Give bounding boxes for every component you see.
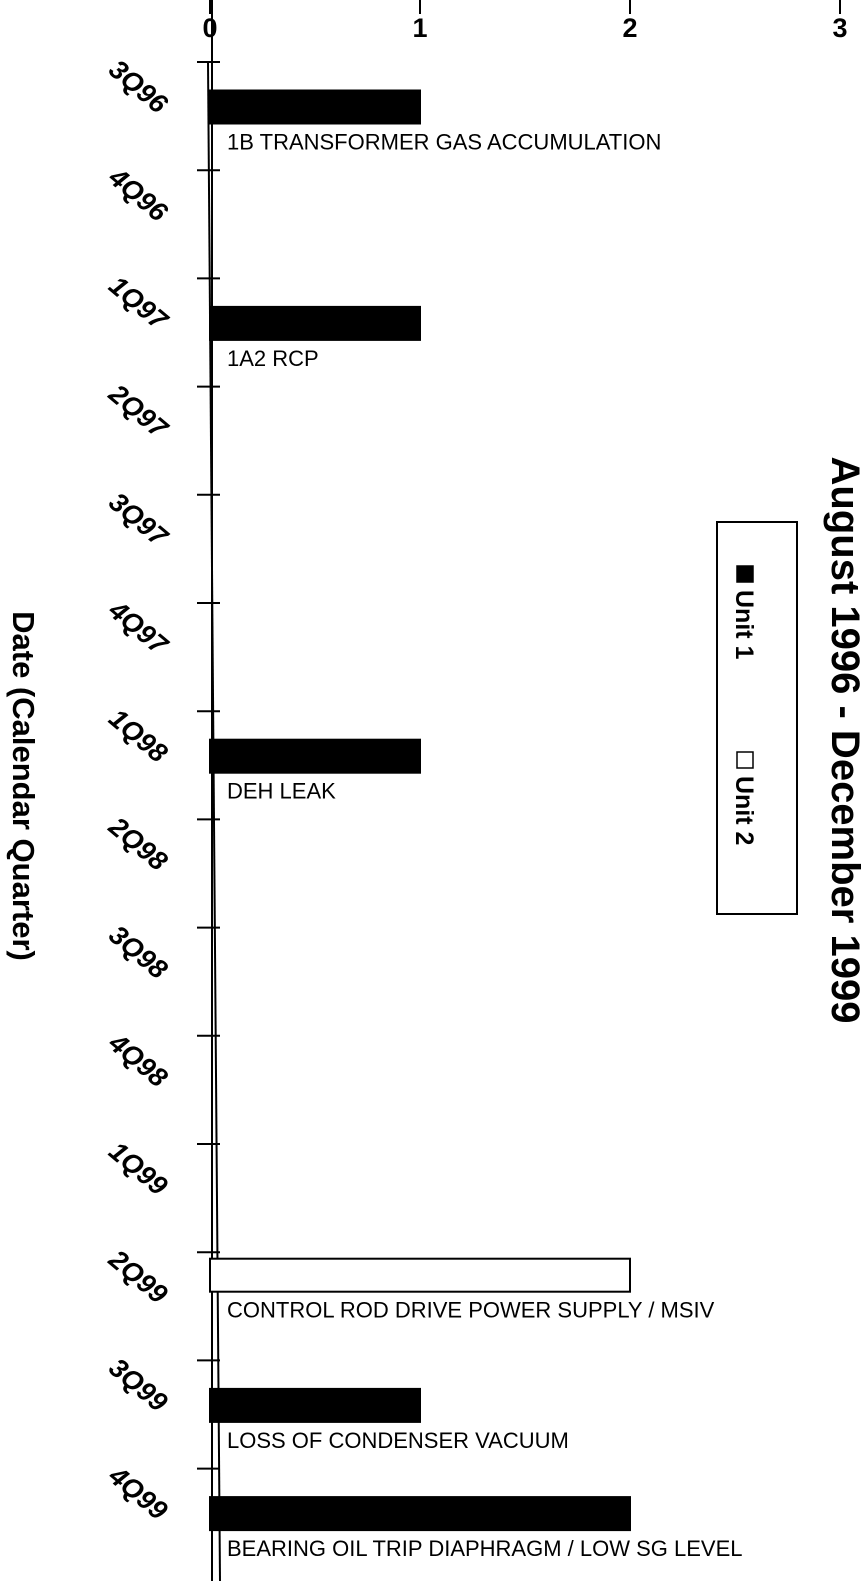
y-tick-label: 0: [202, 13, 217, 43]
x-tick-label: 1Q99: [103, 1136, 173, 1201]
chart-plot-group: August 1996 - December 1999 Date (Calend…: [6, 0, 865, 1581]
bars: 1B TRANSFORMER GAS ACCUMULATION 1A2 RCP DE…: [209, 89, 743, 1561]
bar-annotation: CONTROL ROD DRIVE POWER SUPPLY / MSIV: [227, 1298, 715, 1323]
bar-3q99-unit1: [209, 1387, 421, 1423]
bar-4q99-unit1: [209, 1496, 631, 1532]
bar-2q99-unit2: [209, 1257, 631, 1293]
x-tick-label: 4Q98: [102, 1027, 173, 1093]
x-tick-label: 2Q99: [102, 1243, 173, 1309]
bar-1q98-unit1: [209, 738, 421, 774]
bar-annotation: BEARING OIL TRIP DIAPHRAGM / LOW SG LEVE…: [227, 1536, 743, 1561]
x-tick-label: 1Q98: [103, 703, 173, 768]
bar-annotation: 1A2 RCP: [227, 346, 319, 371]
x-axis-ticks: 3Q96 4Q96 1Q97 2Q97 3Q97 4Q97 1Q98 2Q98 3Q98 4Q98…: [102, 54, 220, 1526]
legend-label-unit2: Unit 2: [730, 776, 758, 845]
legend: Unit 1 Unit 2: [716, 521, 798, 915]
bar-annotation: LOSS OF CONDENSER VACUUM: [227, 1428, 569, 1453]
y-axis-ticks: 0 1 2 3: [202, 0, 848, 43]
legend-label-unit1: Unit 1: [730, 590, 758, 660]
x-tick-label: 1Q97: [103, 270, 174, 337]
x-tick-label: 2Q97: [102, 378, 174, 445]
x-tick-label: 3Q99: [103, 1352, 173, 1417]
y-tick-label: 2: [622, 13, 637, 43]
x-tick-label: 4Q96: [102, 161, 173, 228]
bar-3q96-unit1: [209, 89, 421, 125]
x-axis-line: [207, 61, 221, 1581]
legend-box: [716, 521, 798, 915]
chart-title: August 1996 - December 1999: [823, 457, 865, 1024]
x-tick-label: 3Q96: [103, 54, 174, 120]
x-tick-label: 2Q98: [102, 811, 173, 877]
bar-annotation: 1B TRANSFORMER GAS ACCUMULATION: [227, 130, 661, 155]
x-tick-label: 4Q97: [102, 594, 174, 661]
x-tick-label: 3Q98: [103, 919, 173, 984]
bar-1q97-unit1: [209, 305, 421, 341]
x-axis-title: Date (Calendar Quarter): [6, 611, 41, 961]
x-tick-label: 4Q99: [102, 1460, 173, 1526]
legend-swatch-unit2: [736, 751, 754, 769]
y-tick-label: 1: [412, 13, 427, 43]
y-tick-label: 3: [832, 13, 847, 43]
bar-annotation: DEH LEAK: [227, 779, 336, 804]
legend-swatch-unit1: [736, 565, 754, 583]
x-tick-label: 3Q97: [103, 487, 174, 554]
